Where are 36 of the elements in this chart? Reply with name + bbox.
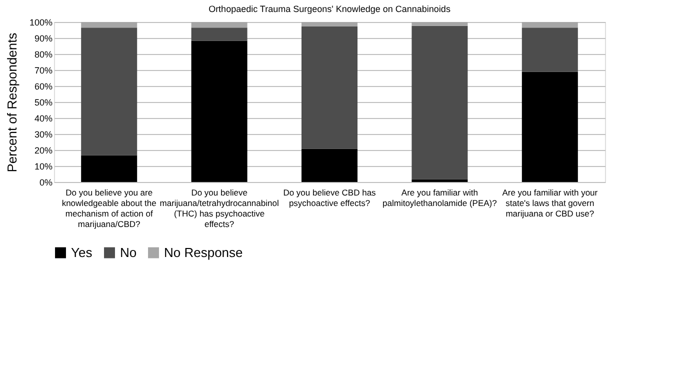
x-tick-label: Are you familiar with palmitoylethanolamide (PEA)?	[382, 188, 498, 208]
y-tick-label: 70%	[34, 66, 52, 76]
legend-label: Yes	[71, 244, 93, 260]
x-tick-label: Do you believe marijuana/tetrahydrocannabinol (THC) has psychoactive effects?	[160, 188, 279, 229]
bar	[522, 22, 578, 28]
bar	[522, 28, 578, 72]
bar	[81, 155, 138, 182]
y-tick-label: 100%	[29, 18, 52, 28]
y-tick-label: 0%	[39, 178, 52, 188]
x-tick-label: Are you familiar with your state's laws that govern marijuana or CBD use?	[502, 188, 598, 218]
bar	[412, 26, 468, 180]
bar	[302, 26, 358, 149]
bar	[81, 28, 138, 156]
chart-title: Orthopaedic Trauma Surgeons' Knowledge on Cannabinoids	[208, 4, 451, 14]
x-tick-label: Do you believe CBD has psychoactive effects?	[283, 188, 376, 208]
bar	[302, 148, 358, 182]
bar	[302, 22, 358, 26]
bar	[81, 22, 138, 28]
bar	[522, 72, 578, 182]
y-tick-label: 40%	[34, 114, 52, 124]
bar	[191, 40, 248, 182]
bar	[191, 28, 248, 41]
y-tick-label: 50%	[34, 98, 52, 108]
legend-label: No	[120, 244, 137, 260]
y-tick-label: 10%	[34, 162, 52, 172]
x-tick-label: Do you believe you are knowledgeable about the mechanism of action of marijuana/CBD?	[62, 188, 157, 229]
y-tick-label: 20%	[34, 146, 52, 156]
y-tick-label: 80%	[34, 50, 52, 60]
y-tick-label: 30%	[34, 130, 52, 140]
y-tick-label: 60%	[34, 82, 52, 92]
bar	[412, 179, 468, 182]
bar	[412, 22, 468, 26]
bar	[191, 22, 248, 28]
y-tick-label: 90%	[34, 34, 52, 44]
y-axis-title: Percent of Respondents	[4, 32, 20, 172]
legend-label: No Response	[164, 244, 243, 260]
